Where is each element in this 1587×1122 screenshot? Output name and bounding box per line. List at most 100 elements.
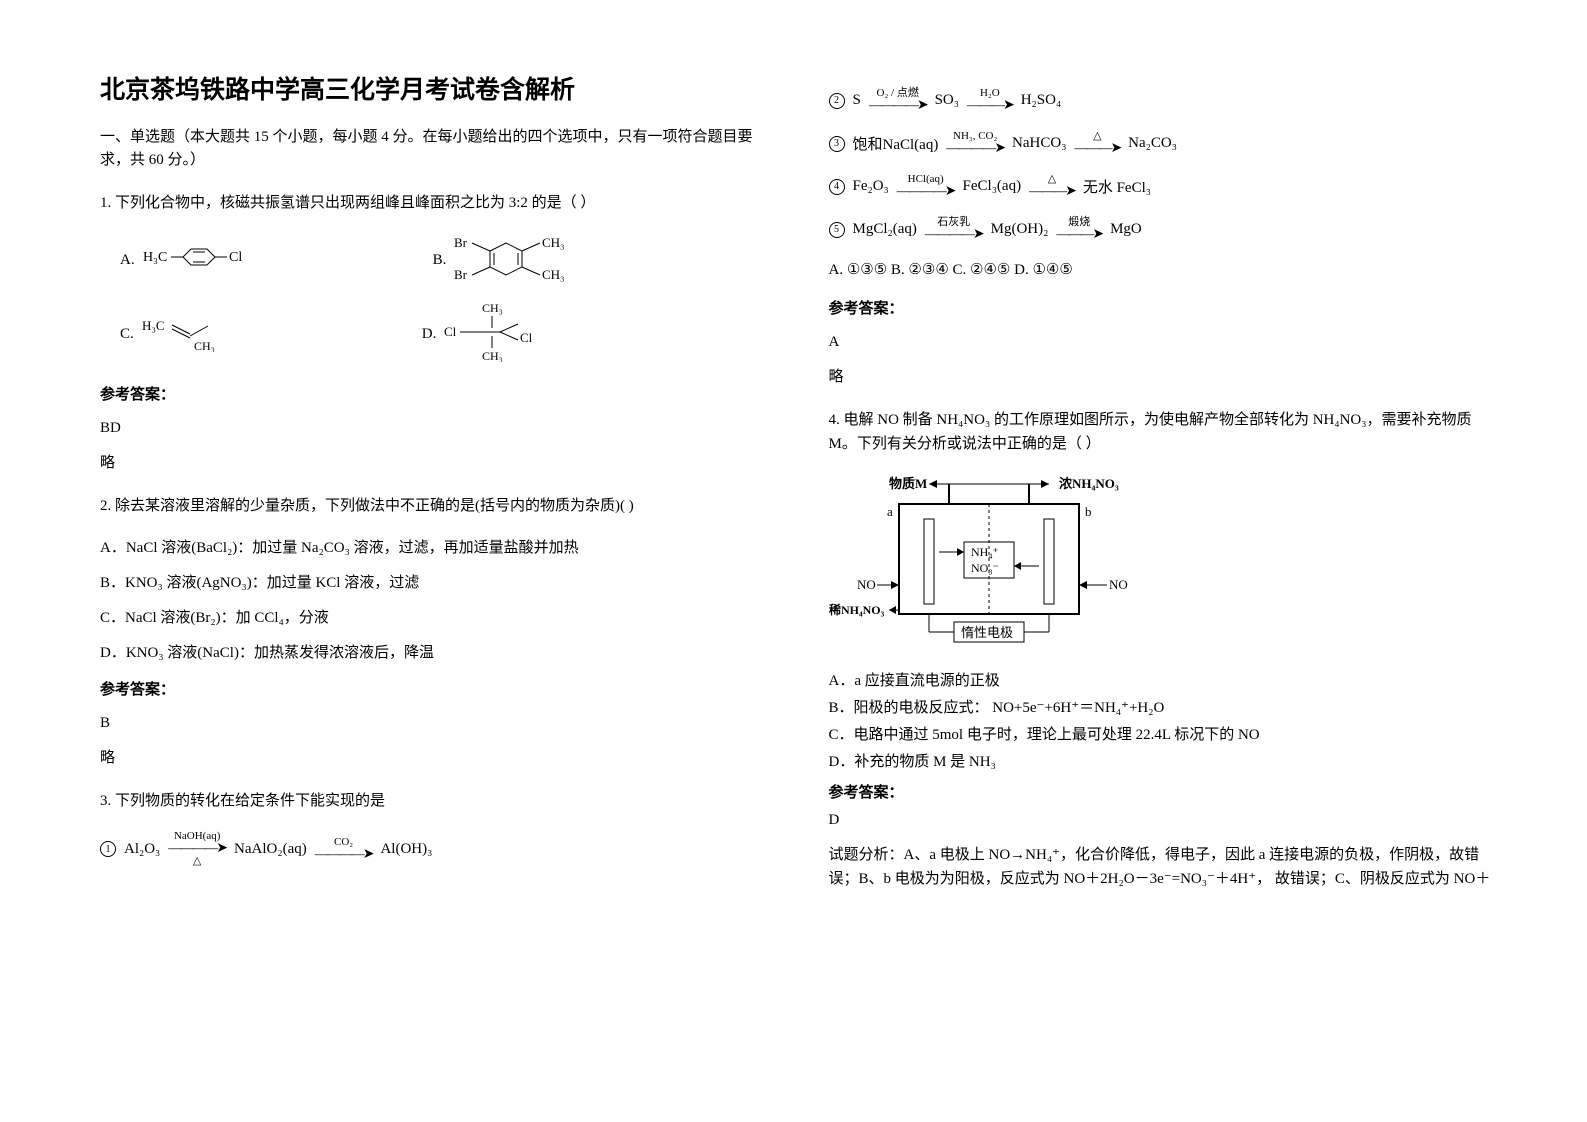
q3-text: 3. 下列物质的转化在给定条件下能实现的是 <box>100 789 769 813</box>
q4-d: D．补充的物质 M 是 NH₃ <box>829 750 1498 771</box>
r3-a: 饱和NaCl(aq) <box>853 133 939 154</box>
r4-b: FeCl₃(aq) <box>963 178 1022 195</box>
r2-c: H₂SO₄ <box>1021 92 1061 109</box>
q1-answer: BD <box>100 420 769 437</box>
r4-a: Fe₂O₃ <box>853 178 889 195</box>
r3-arrow1: NH₃, CO₂ ————➤ <box>946 131 1004 156</box>
q1-opt-c: C. H₃C CH₃ <box>120 312 242 357</box>
q2-a: A．NaCl 溶液(BaCl₂)：加过量 Na₂CO₃ 溶液，过滤，再加适量盐酸… <box>100 536 769 557</box>
dia-nh4-label: NH₄⁺ <box>971 545 999 559</box>
svg-text:CH₃: CH₃ <box>482 302 503 315</box>
q3-answer-label: 参考答案： <box>829 297 1498 318</box>
circled-2: 2 <box>829 93 845 109</box>
section-intro: 一、单选题（本大题共 15 个小题，每小题 4 分。在每小题给出的四个选项中，只… <box>100 126 769 171</box>
circled-1: 1 <box>100 841 116 857</box>
q1-row-cd: C. H₃C CH₃ D. CH₃ Cl <box>100 302 769 367</box>
dia-b-label: b <box>1085 504 1092 519</box>
q4-answer: D <box>829 812 1498 829</box>
r3-arrow2: △ ———➤ <box>1074 131 1120 156</box>
q2-answer: B <box>100 715 769 732</box>
r3-c: Na₂CO₃ <box>1128 135 1177 152</box>
circled-5: 5 <box>829 222 845 238</box>
r4-c: 无水 FeCl₃ <box>1083 176 1151 197</box>
q3-r4: 4 Fe₂O₃ HCl(aq) ————➤ FeCl₃(aq) △ ———➤ 无… <box>829 174 1498 199</box>
r2-a: S <box>853 92 861 109</box>
q1-opt-a: A. H₃C Cl <box>120 241 253 280</box>
dia-no-right: NO <box>1109 577 1128 592</box>
q1-text: 1. 下列化合物中，核磁共振氢谱只出现两组峰且峰面积之比为 3:2 的是（ ） <box>100 191 769 215</box>
svg-text:Cl: Cl <box>229 250 242 265</box>
r5-c: MgO <box>1110 221 1142 238</box>
q3-r1: 1 Al₂O₃ NaOH(aq) ————➤ △ NaAlO₂(aq) CO₂ … <box>100 831 769 867</box>
q2-skip: 略 <box>100 746 769 767</box>
q3-skip: 略 <box>829 365 1498 386</box>
r2-arrow2: H₂O ———➤ <box>967 88 1013 113</box>
q3-r2: 2 S O₂ / 点燃 ————➤ SO₃ H₂O ———➤ H₂SO₄ <box>829 88 1498 113</box>
dia-dilute-label: 稀NH₄NO₃ <box>829 602 885 617</box>
r1-c: Al(OH)₃ <box>380 841 432 858</box>
q1-row-ab: A. H₃C Cl B. Br Br <box>100 233 769 288</box>
q4-answer-label: 参考答案： <box>829 781 1498 802</box>
q1-d-structure: CH₃ Cl Cl CH₃ <box>444 302 554 367</box>
r5-arrow1: 石灰乳 ————➤ <box>925 217 983 242</box>
q1-opt-b: B. Br Br CH₃ CH₃ <box>433 233 585 288</box>
q4-c: C．电路中通过 5mol 电子时，理论上最可处理 22.4L 标况下的 NO <box>829 723 1498 744</box>
svg-text:Cl: Cl <box>520 330 533 345</box>
dia-m-label: 物质M <box>889 476 927 491</box>
q1-skip: 略 <box>100 451 769 472</box>
q4-a: A．a 应接直流电源的正极 <box>829 669 1498 690</box>
r2-b: SO₃ <box>935 92 959 109</box>
r4-arrow2: △ ———➤ <box>1029 174 1075 199</box>
q1-c-structure: H₃C CH₃ <box>142 312 242 357</box>
r5-arrow2: 煅烧 ———➤ <box>1056 217 1102 242</box>
circled-3: 3 <box>829 136 845 152</box>
q1-d-label: D. <box>422 326 437 343</box>
svg-text:Cl: Cl <box>444 324 457 339</box>
q2-b: B．KNO₃ 溶液(AgNO₃)：加过量 KCl 溶液，过滤 <box>100 571 769 592</box>
q4-diagram: 物质M 浓NH₄NO₃ a b NH₄⁺ NO₃⁻ <box>829 474 1189 659</box>
dia-no3-label: NO₃⁻ <box>971 561 999 575</box>
svg-text:Br: Br <box>454 267 468 282</box>
q1-b-structure: Br Br CH₃ CH₃ <box>454 233 584 288</box>
q3-options: A. ①③⑤ B. ②③④ C. ②④⑤ D. ①④⑤ <box>829 260 1498 279</box>
q1-c-label: C. <box>120 326 134 343</box>
r5-b: Mg(OH)₂ <box>991 221 1049 238</box>
r3-b: NaHCO₃ <box>1012 135 1066 152</box>
q1-answer-label: 参考答案： <box>100 383 769 404</box>
q2-c: C．NaCl 溶液(Br₂)：加 CCl₄，分液 <box>100 606 769 627</box>
r4-arrow1: HCl(aq) ————➤ <box>897 174 955 199</box>
dia-a-label: a <box>887 504 893 519</box>
q2-text: 2. 除去某溶液里溶解的少量杂质，下列做法中不正确的是(括号内的物质为杂质)( … <box>100 494 769 518</box>
q4-analysis: 试题分析：A、a 电极上 NO→NH₄⁺，化合价降低，得电子，因此 a 连接电源… <box>829 843 1498 891</box>
dia-no-left: NO <box>857 577 876 592</box>
left-column: 北京茶坞铁路中学高三化学月考试卷含解析 一、单选题（本大题共 15 个小题，每小… <box>100 70 799 1082</box>
q2-answer-label: 参考答案： <box>100 678 769 699</box>
q3-r5: 5 MgCl₂(aq) 石灰乳 ————➤ Mg(OH)₂ 煅烧 ———➤ Mg… <box>829 217 1498 242</box>
r1-arrow1: NaOH(aq) ————➤ △ <box>168 831 226 867</box>
q1-a-label: A. <box>120 252 135 269</box>
q3-answer: A <box>829 334 1498 351</box>
r5-a: MgCl₂(aq) <box>853 221 917 238</box>
q2-d: D．KNO₃ 溶液(NaCl)：加热蒸发得浓溶液后，降温 <box>100 641 769 662</box>
svg-text:CH₃: CH₃ <box>542 267 565 282</box>
r1-a: Al₂O₃ <box>124 841 160 858</box>
svg-text:CH₃: CH₃ <box>542 235 565 250</box>
r1-b: NaAlO₂(aq) <box>234 841 307 858</box>
q4-text: 4. 电解 NO 制备 NH₄NO₃ 的工作原理如图所示，为使电解产物全部转化为… <box>829 408 1498 456</box>
dia-electrode-label: 惰性电极 <box>961 625 1013 640</box>
r1-arrow2: CO₂ ————➤ <box>315 837 373 862</box>
q1-a-structure: H₃C Cl <box>143 241 253 280</box>
q4-b: B．阳极的电极反应式： NO+5e⁻+6H⁺＝NH₄⁺+H₂O <box>829 696 1498 717</box>
svg-text:CH₃: CH₃ <box>482 349 503 362</box>
q1-opt-d: D. CH₃ Cl Cl CH₃ <box>422 302 555 367</box>
q3-r3: 3 饱和NaCl(aq) NH₃, CO₂ ————➤ NaHCO₃ △ ———… <box>829 131 1498 156</box>
q1-b-label: B. <box>433 252 447 269</box>
right-column: 2 S O₂ / 点燃 ————➤ SO₃ H₂O ———➤ H₂SO₄ 3 饱… <box>799 70 1498 1082</box>
svg-text:Br: Br <box>454 235 468 250</box>
svg-text:CH₃: CH₃ <box>194 339 215 352</box>
dia-conc-label: 浓NH₄NO₃ <box>1059 476 1119 491</box>
svg-text:H₃C: H₃C <box>142 318 165 333</box>
circled-4: 4 <box>829 179 845 195</box>
r2-arrow1: O₂ / 点燃 ————➤ <box>869 88 927 113</box>
page-title: 北京茶坞铁路中学高三化学月考试卷含解析 <box>100 70 769 106</box>
